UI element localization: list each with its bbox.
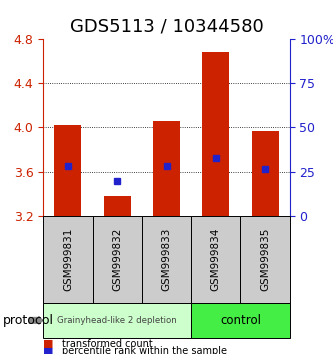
Text: ■: ■	[43, 346, 54, 354]
Bar	[153, 121, 180, 216]
Bar	[54, 125, 82, 216]
Text: percentile rank within the sample: percentile rank within the sample	[62, 346, 226, 354]
Bar	[251, 131, 279, 216]
Title: GDS5113 / 10344580: GDS5113 / 10344580	[70, 18, 263, 36]
Text: GSM999835: GSM999835	[260, 228, 270, 291]
Text: Grainyhead-like 2 depletion: Grainyhead-like 2 depletion	[57, 316, 177, 325]
Text: GSM999833: GSM999833	[162, 228, 171, 291]
Text: control: control	[220, 314, 261, 327]
Text: transformed count: transformed count	[62, 339, 153, 349]
Text: ■: ■	[43, 339, 54, 349]
Text: protocol: protocol	[3, 314, 54, 327]
Text: GSM999832: GSM999832	[112, 228, 122, 291]
Bar	[104, 196, 131, 216]
Text: GSM999834: GSM999834	[211, 228, 221, 291]
Text: GSM999831: GSM999831	[63, 228, 73, 291]
Bar	[202, 52, 229, 216]
